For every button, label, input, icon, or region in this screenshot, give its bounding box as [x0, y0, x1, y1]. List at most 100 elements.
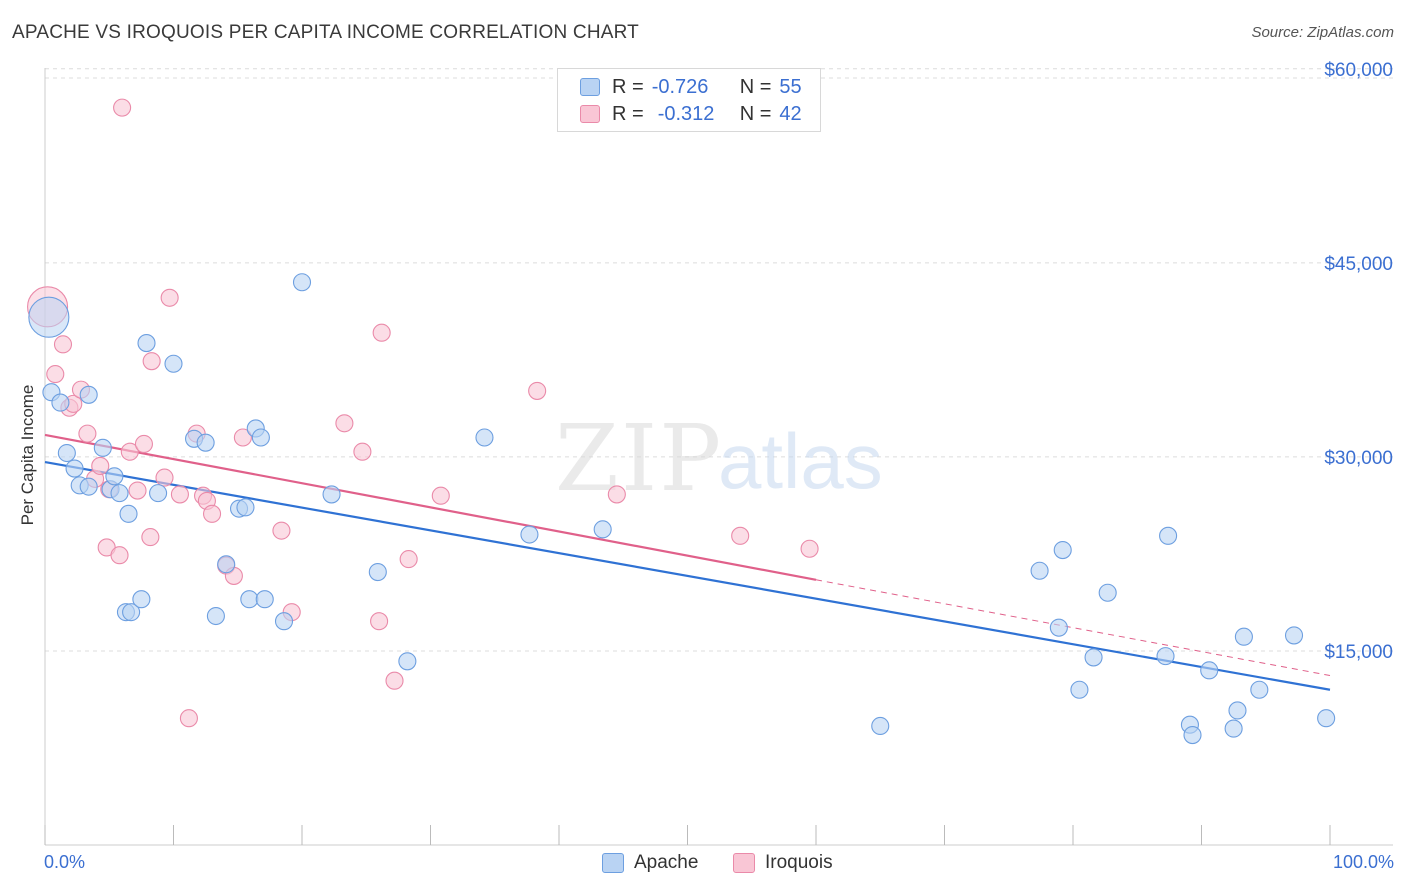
- apache-n-label: N =: [739, 75, 772, 98]
- legend-item-apache[interactable]: Apache: [602, 852, 698, 874]
- apache-legend-label: Apache: [634, 852, 699, 873]
- iroquois-point: [431, 486, 450, 505]
- apache-point: [79, 477, 98, 496]
- iroquois-point: [731, 526, 750, 545]
- apache-point: [1183, 725, 1202, 745]
- apache-point: [1200, 661, 1219, 680]
- apache-point: [240, 590, 259, 609]
- apache-point: [368, 562, 387, 582]
- iroquois-point: [141, 528, 160, 547]
- apache-point: [236, 498, 255, 517]
- apache-point: [110, 484, 129, 503]
- apache-point: [137, 334, 156, 353]
- x-tick-min: 0.0%: [44, 852, 86, 872]
- apache-point: [274, 612, 294, 631]
- chart-title: APACHE VS IROQUOIS PER CAPITA INCOME COR…: [12, 22, 639, 43]
- axis-layer: [44, 68, 1393, 846]
- apache-point: [1159, 526, 1178, 545]
- watermark-atlas: atlas: [718, 417, 883, 505]
- correlation-legend: R = -0.726 N = 55 R = -0.312 N = 42: [557, 68, 821, 132]
- iroquois-point: [78, 424, 97, 443]
- iroquois-point: [372, 323, 391, 342]
- apache-point: [1084, 648, 1103, 667]
- iroquois-r-value: -0.312: [657, 102, 715, 125]
- iroquois-point: [46, 365, 65, 384]
- iroquois-legend-swatch: [733, 853, 755, 873]
- apache-point: [132, 590, 151, 609]
- apache-point: [122, 603, 141, 622]
- apache-point: [105, 467, 124, 486]
- iroquois-point: [170, 485, 189, 504]
- iroquois-legend-label: Iroquois: [765, 852, 833, 873]
- legend-row-iroquois: R = -0.312 N = 42: [580, 102, 802, 126]
- apache-point: [28, 296, 70, 338]
- series-legend: Apache Iroquois: [0, 852, 1406, 878]
- apache-point: [119, 504, 138, 523]
- iroquois-point: [113, 98, 132, 117]
- y-tick-label: $60,000: [1324, 60, 1393, 81]
- iroquois-point: [110, 546, 129, 565]
- apache-point: [196, 433, 215, 452]
- iroquois-point: [370, 612, 389, 631]
- iroquois-point: [233, 428, 252, 447]
- apache-point: [292, 273, 312, 292]
- iroquois-point: [160, 288, 179, 307]
- iroquois-point: [142, 352, 161, 371]
- iroquois-r-label: R =: [612, 102, 644, 125]
- apache-r-value: -0.726: [651, 75, 709, 98]
- apache-point: [251, 428, 270, 447]
- watermark-zip: ZIP: [555, 405, 723, 512]
- iroquois-point: [399, 550, 418, 569]
- apache-point: [1070, 680, 1089, 699]
- iroquois-point: [335, 414, 354, 433]
- iroquois-n-value: 42: [779, 102, 802, 125]
- apache-point: [93, 438, 112, 457]
- iroquois-point: [134, 434, 153, 454]
- iroquois-point: [203, 504, 222, 523]
- iroquois-trend-extension: [815, 579, 1331, 677]
- apache-point: [398, 652, 417, 671]
- y-tick-label: $45,000: [1324, 254, 1393, 275]
- apache-point: [1284, 626, 1304, 645]
- apache-point: [206, 606, 225, 626]
- apache-n-value: 55: [779, 75, 802, 98]
- apache-point: [149, 484, 168, 503]
- apache-point: [1098, 583, 1117, 602]
- iroquois-point: [385, 671, 404, 690]
- apache-point: [79, 385, 98, 404]
- iroquois-point: [120, 442, 139, 461]
- iroquois-point: [155, 468, 174, 487]
- apache-point: [1250, 680, 1269, 699]
- legend-item-iroquois[interactable]: Iroquois: [733, 852, 833, 874]
- apache-point: [1224, 719, 1243, 738]
- y-tick-label: $15,000: [1324, 642, 1393, 663]
- apache-point: [217, 555, 236, 574]
- apache-point: [1049, 618, 1068, 637]
- iroquois-point: [128, 481, 147, 500]
- apache-point: [1030, 561, 1049, 580]
- iroquois-trend-line: [44, 433, 817, 581]
- apache-point: [871, 716, 890, 736]
- apache-point: [520, 525, 539, 544]
- apache-swatch: [580, 78, 600, 96]
- apache-legend-swatch: [602, 853, 624, 873]
- apache-point: [1053, 540, 1072, 560]
- apache-point: [593, 520, 612, 539]
- y-tick-labels: $15,000 $30,000 $45,000 $60,000: [1324, 60, 1393, 663]
- apache-point: [51, 393, 70, 412]
- apache-point: [1234, 627, 1253, 646]
- y-tick-label: $30,000: [1324, 448, 1393, 469]
- apache-point: [1228, 701, 1247, 720]
- watermark: ZIP atlas: [555, 405, 883, 512]
- apache-trend-line: [44, 460, 1331, 691]
- apache-point: [164, 354, 183, 373]
- iroquois-point: [607, 485, 626, 504]
- apache-point: [255, 590, 274, 609]
- grid-layer: [45, 68, 1393, 652]
- apache-point: [65, 459, 84, 478]
- iroquois-n-label: N =: [739, 102, 772, 125]
- apache-point: [57, 443, 76, 463]
- apache-r-label: R =: [612, 75, 644, 98]
- legend-row-apache: R = -0.726 N = 55: [580, 75, 802, 99]
